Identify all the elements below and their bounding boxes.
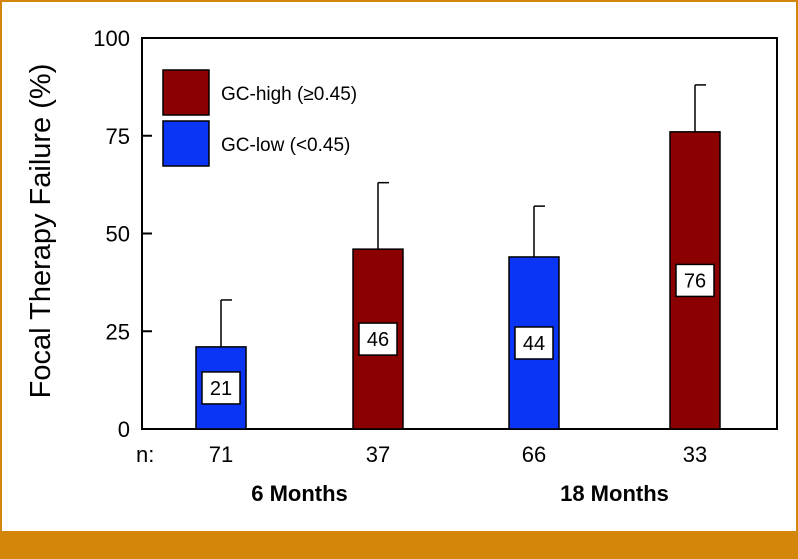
- n-count-label: 33: [683, 442, 707, 467]
- value-label-box: [358, 322, 398, 356]
- n-count-label: 37: [366, 442, 390, 467]
- group-label: 18 Months: [560, 481, 669, 506]
- y-tick-label: 50: [106, 222, 130, 247]
- legend-label: GC-low (<0.45): [221, 135, 350, 156]
- group-label: 6 Months: [251, 481, 348, 506]
- value-label: 76: [684, 270, 706, 292]
- y-axis-label: Focal Therapy Failure (%): [25, 64, 57, 399]
- y-tick-label: 75: [106, 124, 130, 149]
- plot-area: 0 25 50 75 100 21 71 46 37 44 66 76 33 6 Months 18 Mon…: [93, 26, 778, 506]
- value-label: 21: [210, 378, 232, 400]
- y-tick-label: 0: [118, 417, 130, 442]
- n-count-label: 66: [522, 442, 546, 467]
- y-tick-label: 25: [106, 319, 130, 344]
- n-label: n:: [136, 442, 154, 467]
- value-label: 46: [367, 329, 389, 351]
- bottom-band: [0, 531, 798, 559]
- legend-swatch: [162, 69, 210, 116]
- legend-swatch: [162, 120, 210, 167]
- value-label: 44: [523, 333, 545, 355]
- n-count-label: 71: [209, 442, 233, 467]
- value-label-box: [514, 326, 554, 360]
- value-label-box: [675, 263, 715, 298]
- legend-label: GC-high (≥0.45): [221, 84, 357, 105]
- y-tick-label: 100: [93, 26, 130, 51]
- value-label-box: [201, 371, 241, 405]
